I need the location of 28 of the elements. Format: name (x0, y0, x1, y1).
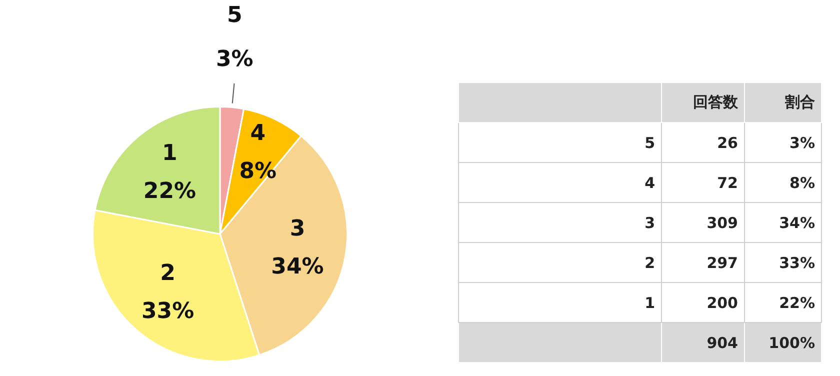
data-label: 22% (143, 178, 196, 204)
text: 33% (779, 254, 815, 272)
category-label: 5 (644, 134, 655, 152)
text: 72 (662, 162, 744, 202)
text: 297 (662, 242, 744, 282)
data-label: 34% (271, 254, 324, 280)
text: 3% (790, 134, 815, 152)
text: 回答数 (662, 82, 744, 122)
category-label: 2 (644, 254, 655, 272)
category-label: 1 (644, 294, 655, 312)
text: 22% (779, 294, 815, 312)
text: 割合 (744, 82, 822, 122)
slice-label: 3 (290, 216, 306, 242)
text: 309 (662, 202, 744, 242)
text: 200 (662, 282, 744, 322)
text: 34% (779, 214, 815, 232)
text: 8% (790, 174, 815, 192)
slice-label: 4 (250, 121, 266, 146)
data-label: 33% (141, 298, 194, 324)
text: 100% (744, 322, 822, 362)
slice-label: 5 (226, 3, 242, 28)
slice-label: 2 (160, 260, 176, 286)
text: 26 (662, 122, 744, 162)
category-label: 4 (644, 174, 655, 192)
data-label: 3% (216, 47, 254, 72)
category-label: 3 (644, 214, 655, 232)
slice-label: 1 (162, 140, 178, 166)
text: 904 (662, 322, 744, 362)
